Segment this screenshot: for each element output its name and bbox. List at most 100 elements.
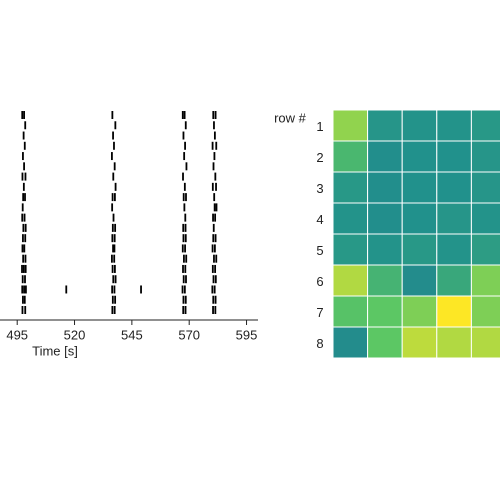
spike	[215, 203, 218, 212]
x-tick-label: 595	[236, 327, 258, 342]
spike	[113, 254, 116, 263]
spike	[22, 295, 24, 304]
spike	[182, 193, 185, 202]
spike	[182, 275, 185, 284]
spike	[113, 234, 116, 243]
spike	[214, 213, 217, 222]
spike	[21, 285, 24, 294]
heatmap-cell	[470, 233, 500, 266]
spike	[111, 285, 114, 294]
spike	[23, 295, 26, 304]
spike	[111, 254, 113, 263]
heatmap-cell	[367, 109, 403, 142]
x-tick-label: 545	[121, 327, 143, 342]
spike	[214, 306, 217, 314]
spike	[211, 182, 214, 191]
heatmap-cell	[367, 264, 403, 297]
spike	[113, 306, 116, 314]
spike	[181, 285, 184, 294]
spike	[22, 254, 25, 263]
spike	[184, 121, 187, 130]
spike	[212, 275, 215, 284]
spike	[111, 306, 114, 314]
spike	[22, 182, 25, 191]
spike	[21, 275, 24, 284]
heatmap-cell	[401, 202, 438, 235]
spike	[184, 223, 187, 232]
spike	[182, 264, 184, 273]
spike	[21, 264, 23, 273]
spike	[215, 254, 218, 263]
spike	[214, 275, 217, 284]
heatmap-cell	[470, 140, 500, 173]
spike	[112, 213, 115, 222]
heatmap-cell	[332, 109, 369, 142]
spike	[22, 223, 25, 232]
spike	[213, 285, 216, 294]
heatmap-cell	[470, 109, 500, 142]
spike	[24, 121, 27, 130]
spike	[25, 285, 27, 294]
spike	[22, 264, 25, 273]
spike	[183, 182, 186, 191]
spike	[111, 193, 114, 202]
spike	[214, 111, 217, 119]
spike	[21, 203, 24, 212]
spike	[215, 141, 218, 150]
row-label: 4	[316, 212, 323, 227]
spike	[113, 264, 116, 273]
x-tick-label: 570	[178, 327, 200, 342]
spike	[111, 295, 114, 304]
spike	[23, 162, 25, 171]
spike	[111, 234, 114, 243]
spike	[112, 172, 115, 181]
spike	[22, 131, 25, 140]
heatmap-cell	[470, 264, 500, 297]
spike	[140, 285, 142, 294]
spike	[211, 264, 214, 273]
spike	[111, 203, 114, 212]
heatmap-cell	[332, 140, 369, 173]
row-label: 6	[316, 274, 323, 289]
spike	[111, 152, 113, 161]
row-label: 8	[316, 336, 323, 351]
heatmap-cell	[332, 233, 369, 266]
spike	[23, 141, 26, 150]
spike	[182, 234, 185, 243]
spike	[183, 111, 186, 119]
spike	[211, 285, 214, 294]
heatmap-cell	[367, 326, 403, 359]
spike	[184, 141, 186, 150]
heatmap-cell	[332, 202, 369, 235]
heatmap-cell	[470, 202, 500, 235]
spike	[181, 244, 184, 253]
spike	[213, 244, 216, 253]
x-tick-label: 520	[64, 327, 86, 342]
row-label: 2	[316, 150, 323, 165]
spike	[111, 111, 114, 119]
spike	[213, 193, 216, 202]
heatmap-cell	[436, 140, 472, 173]
spike	[21, 172, 24, 181]
spike	[21, 306, 24, 314]
heatmap-cell	[401, 264, 438, 297]
spike	[113, 285, 116, 294]
heatmap-cell	[367, 202, 403, 235]
spike	[24, 193, 26, 202]
spike	[113, 193, 116, 202]
spike	[211, 141, 214, 150]
spike	[182, 172, 184, 181]
spike	[24, 172, 27, 181]
spike	[183, 254, 185, 263]
spike	[213, 254, 215, 263]
spike	[183, 285, 186, 294]
heatmap-cell	[436, 233, 472, 266]
spike	[22, 152, 24, 161]
spike	[114, 121, 117, 130]
spike	[182, 306, 185, 314]
spike	[22, 193, 25, 202]
spike	[184, 264, 187, 273]
spike	[113, 141, 115, 150]
row-label: 1	[316, 119, 323, 134]
